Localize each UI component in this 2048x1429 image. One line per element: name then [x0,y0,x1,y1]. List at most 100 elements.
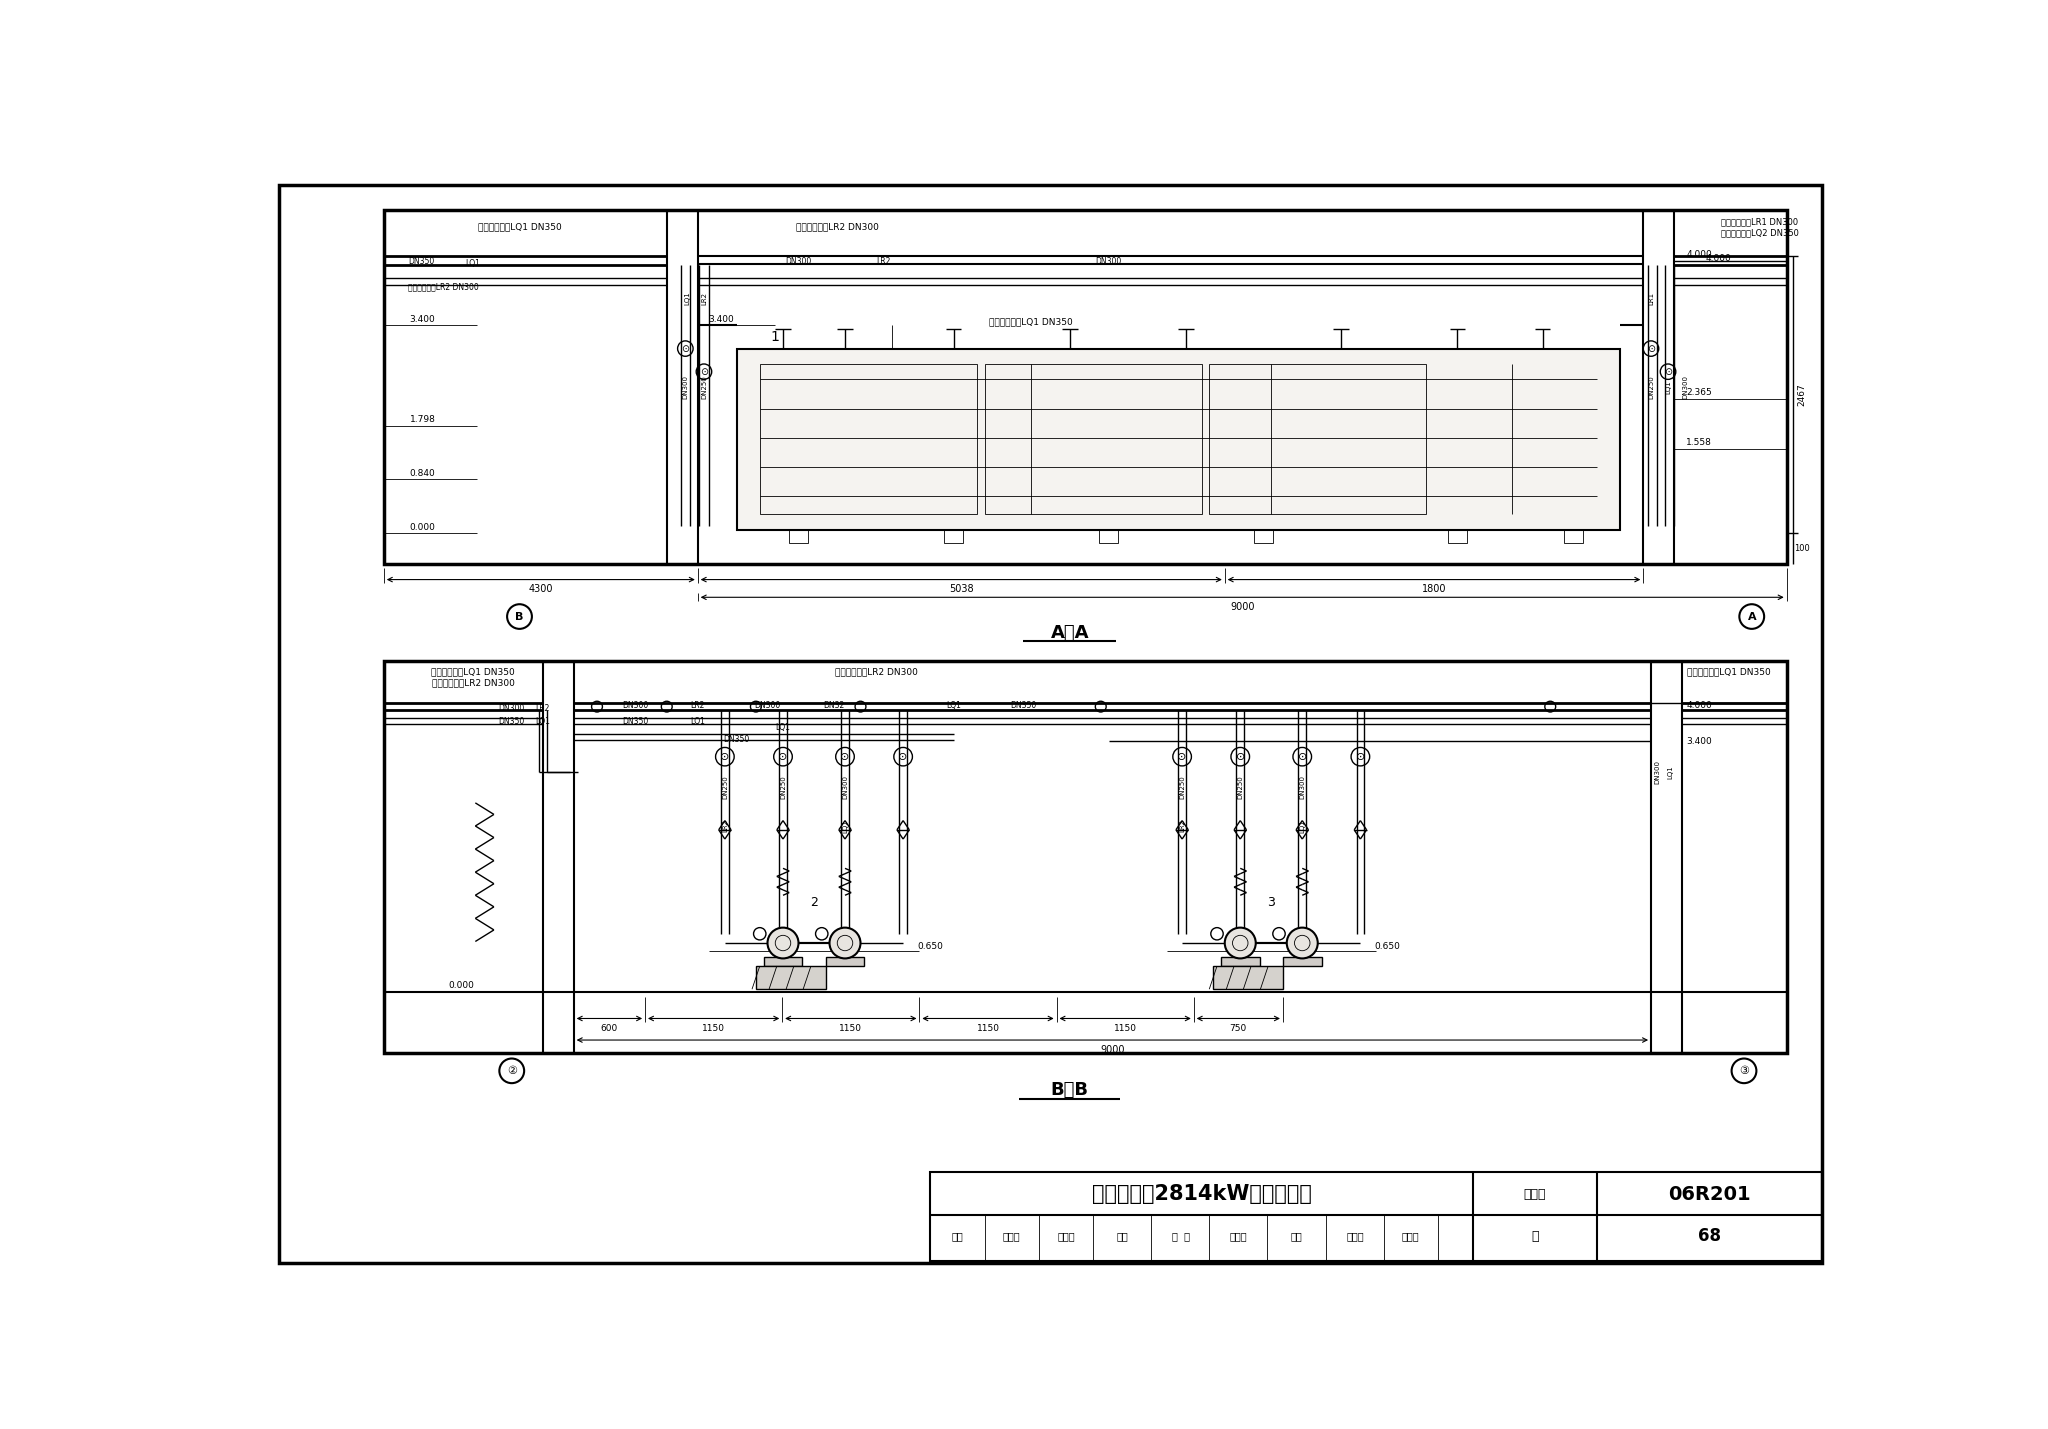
Text: LR2: LR2 [1180,819,1186,833]
Text: DN300: DN300 [1655,760,1661,785]
Text: LQ1: LQ1 [842,819,848,833]
Text: 600: 600 [600,1025,618,1033]
Text: 冷热水回水管LR2 DN300: 冷热水回水管LR2 DN300 [836,667,918,676]
Text: LQ1: LQ1 [1667,765,1673,779]
Text: 青金龙: 青金龙 [1403,1232,1419,1242]
Text: B－B: B－B [1051,1082,1090,1099]
Text: 1150: 1150 [702,1025,725,1033]
Text: 06R201: 06R201 [1667,1185,1751,1203]
Text: ⊙: ⊙ [1298,752,1307,762]
Text: ⊙: ⊙ [1647,343,1655,353]
Bar [1212,966,1282,989]
Text: 5038: 5038 [948,584,973,594]
Text: 3.400: 3.400 [410,314,436,324]
Text: 图集号: 图集号 [1524,1187,1546,1200]
Text: 引汪茹: 引汪茹 [1057,1232,1075,1242]
Text: 校对: 校对 [1116,1232,1128,1242]
Text: DN250: DN250 [1180,776,1186,799]
Text: 冷却水供水管LQ1 DN350: 冷却水供水管LQ1 DN350 [477,223,561,231]
Text: ⊙: ⊙ [721,752,729,762]
Text: 1150: 1150 [840,1025,862,1033]
Text: ⊙: ⊙ [1235,752,1245,762]
Text: DN250: DN250 [1237,776,1243,799]
Bar [760,364,977,514]
Circle shape [768,927,799,959]
Text: ②: ② [506,1066,516,1076]
Text: LR2: LR2 [721,819,727,833]
Bar [1565,530,1583,543]
Bar [1208,364,1425,514]
Text: LR2: LR2 [537,703,551,713]
Text: LR2: LR2 [690,702,705,710]
Text: LR2: LR2 [702,292,709,304]
Text: DN350: DN350 [623,717,649,726]
Text: 冷却水供水管LQ1 DN350: 冷却水供水管LQ1 DN350 [1688,667,1769,676]
Text: DN300: DN300 [784,257,811,266]
Text: ⊙: ⊙ [1356,752,1366,762]
Text: DN300: DN300 [623,702,649,710]
Text: 1: 1 [770,330,780,344]
Text: LR2: LR2 [877,257,891,266]
Text: 2: 2 [811,896,817,909]
Text: 徐  楠: 徐 楠 [1171,1232,1190,1242]
Text: 1150: 1150 [977,1025,999,1033]
Text: 冷冻水回水管LR2 DN300: 冷冻水回水管LR2 DN300 [432,679,514,687]
Text: 冷热水供水管LR1 DN300: 冷热水供水管LR1 DN300 [1720,217,1798,226]
Text: DN250: DN250 [780,776,786,799]
Text: 缘木桐: 缘木桐 [1231,1232,1247,1242]
Text: 4.000: 4.000 [1686,250,1712,259]
Text: A－A: A－A [1051,624,1090,643]
Circle shape [1286,927,1317,959]
Circle shape [1225,927,1255,959]
Text: DN300: DN300 [682,374,688,399]
Text: LQ1: LQ1 [465,260,481,269]
Text: DN300: DN300 [842,776,848,799]
Text: DN350: DN350 [498,717,524,726]
Bar [764,957,803,966]
Text: ⊙: ⊙ [700,367,709,377]
Bar [737,349,1620,530]
Text: 750: 750 [1229,1025,1247,1033]
Text: 冷热水回水管LR2 DN300: 冷热水回水管LR2 DN300 [408,283,479,292]
Text: ⊙: ⊙ [840,752,850,762]
Bar [383,662,1786,1053]
Text: 0.000: 0.000 [410,523,436,532]
Text: 9000: 9000 [1231,602,1255,612]
Text: 冷热水回水管LR2 DN300: 冷热水回水管LR2 DN300 [797,223,879,231]
Bar [1448,530,1466,543]
Bar [756,966,825,989]
Text: DN32: DN32 [823,702,844,710]
Text: ⊙: ⊙ [1663,367,1671,377]
Bar [1100,530,1118,543]
Text: 冷却水回水管LQ2 DN350: 冷却水回水管LQ2 DN350 [1720,229,1798,237]
Text: 总装机容量2814kW机房剖面图: 总装机容量2814kW机房剖面图 [1092,1185,1311,1205]
Text: 1.558: 1.558 [1686,439,1712,447]
Text: 3.400: 3.400 [1686,737,1712,746]
Text: LR1: LR1 [1649,292,1655,306]
Circle shape [829,927,860,959]
Text: 2467: 2467 [1798,383,1806,406]
Text: LQ1: LQ1 [1298,819,1305,833]
Bar [1253,530,1272,543]
Text: 3.400: 3.400 [709,314,733,324]
Bar [1221,957,1260,966]
Bar [383,210,1786,564]
Bar [788,530,807,543]
Text: 100: 100 [1794,544,1810,553]
Text: 0.650: 0.650 [1374,942,1401,952]
Text: 审核: 审核 [952,1232,963,1242]
Bar [825,957,864,966]
Text: DN250: DN250 [721,776,727,799]
Bar [930,1172,1821,1260]
Text: 1150: 1150 [1114,1025,1137,1033]
Bar [944,530,963,543]
Text: 王淑敏: 王淑敏 [1004,1232,1020,1242]
Text: 4.000: 4.000 [1686,702,1712,710]
Text: DN300: DN300 [1298,776,1305,799]
Text: ⊙: ⊙ [682,343,690,353]
Text: 0.000: 0.000 [449,980,475,990]
Text: ⊙: ⊙ [899,752,907,762]
Text: 4.000: 4.000 [1706,254,1731,263]
Text: ⊙: ⊙ [1178,752,1186,762]
Text: B: B [516,612,524,622]
